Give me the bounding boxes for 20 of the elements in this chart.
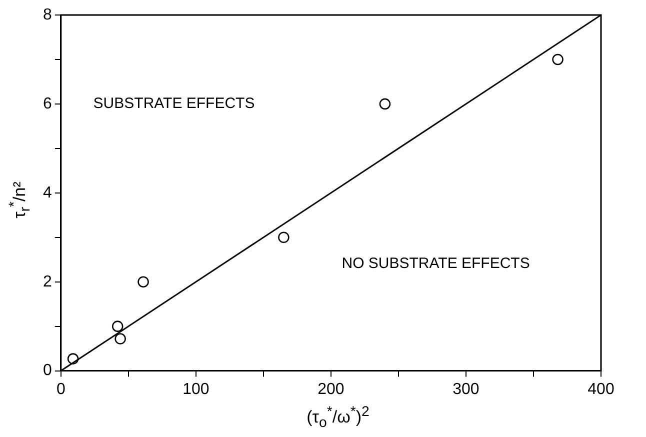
y-tick-label: 6 [42, 95, 52, 112]
point [138, 276, 149, 288]
point [112, 320, 124, 332]
y-tick-label: 0 [42, 362, 52, 380]
point [67, 353, 79, 364]
point [278, 232, 290, 244]
x-axis-title: (τ$_{o}$$^{*}$/ω$^{*}$)$^{2}$ [306, 404, 370, 432]
x-tick-label: 300 [452, 380, 480, 398]
point [379, 98, 391, 110]
point [114, 333, 126, 344]
x-tick-label: 400 [588, 380, 614, 398]
x-tick-label: 200 [318, 380, 344, 398]
point [552, 54, 564, 66]
y-tick-label: 2 [42, 273, 52, 290]
y-tick-label: 4 [42, 184, 52, 202]
annotation: NO SUBSTRATE EFFECTS [342, 255, 530, 272]
y-tick-label: 8 [42, 6, 52, 24]
x-tick-label: 0 [56, 380, 66, 398]
x-tick-label: 100 [182, 380, 210, 398]
annotation: SUBSTRATE EFFECTS [93, 95, 255, 112]
